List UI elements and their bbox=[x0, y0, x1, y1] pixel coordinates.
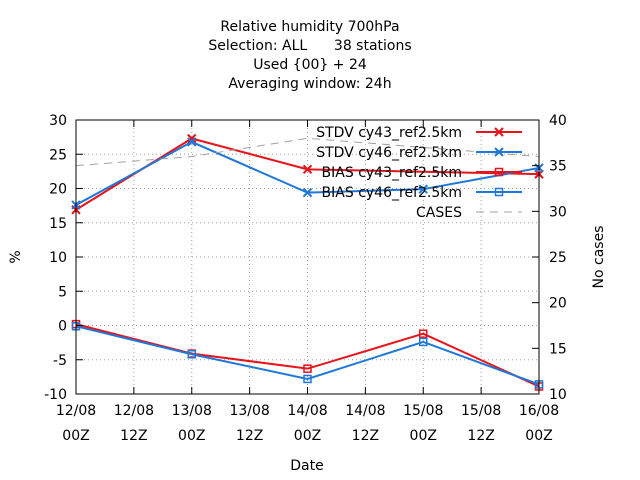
x-tick-label-hour: 00Z bbox=[410, 428, 437, 444]
y2-axis-label: No cases bbox=[591, 226, 607, 289]
y-tick-label: 25 bbox=[49, 147, 67, 163]
y-tick-label: -5 bbox=[53, 353, 67, 369]
y-tick-label: 5 bbox=[58, 284, 67, 300]
x-tick-label-date: 14/08 bbox=[287, 403, 327, 419]
x-tick-label-date: 15/08 bbox=[403, 403, 443, 419]
legend-label: BIAS cy46_ref2.5km bbox=[322, 185, 462, 201]
title-line-3: Used {00} + 24 bbox=[253, 57, 367, 73]
data-point bbox=[302, 187, 313, 198]
data-point bbox=[187, 137, 197, 147]
series-line-3 bbox=[75, 325, 540, 386]
x-tick-label-date: 13/08 bbox=[229, 403, 269, 419]
x-tick-label-hour: 12Z bbox=[236, 428, 263, 444]
axes: -10 -5 0 5 10 15 20 25 30 10 15 20 25 30 35 40 12/08 00Z 1… bbox=[44, 113, 567, 444]
y-tick-label: 20 bbox=[49, 182, 67, 198]
y2-tick-label: 40 bbox=[549, 113, 567, 129]
y-tick-label: 15 bbox=[49, 216, 67, 232]
data-point bbox=[419, 337, 428, 347]
x-tick-label-date: 12/08 bbox=[56, 403, 96, 419]
x-tick-label-hour: 12Z bbox=[467, 428, 494, 444]
y2-tick-label: 10 bbox=[549, 387, 567, 403]
title-line-2: Selection: ALL 38 stations bbox=[208, 38, 412, 54]
y2-tick-label: 15 bbox=[549, 341, 567, 357]
x-tick-label-date: 12/08 bbox=[114, 403, 154, 419]
x-tick-label-hour: 00Z bbox=[294, 428, 321, 444]
chart-title: Relative humidity 700hPa Selection: ALL … bbox=[0, 18, 620, 94]
data-point bbox=[418, 184, 428, 194]
series-line-4 bbox=[75, 137, 540, 167]
series-layer bbox=[71, 133, 544, 391]
y-tick-label: -10 bbox=[44, 387, 67, 403]
data-point bbox=[303, 364, 312, 373]
y2-tick-label: 35 bbox=[549, 159, 567, 175]
legend-marker bbox=[494, 147, 504, 157]
legend-marker bbox=[494, 127, 504, 137]
y-axis-label: % bbox=[8, 250, 24, 263]
x-tick-label-date: 16/08 bbox=[519, 403, 559, 419]
y-tick-label: 0 bbox=[58, 319, 67, 335]
data-point bbox=[419, 329, 428, 338]
grid bbox=[76, 120, 539, 394]
legend-label: STDV cy46_ref2.5km bbox=[316, 145, 462, 161]
data-point bbox=[303, 374, 312, 384]
title-line-1: Relative humidity 700hPa bbox=[220, 19, 400, 35]
y2-tick-label: 20 bbox=[549, 296, 567, 312]
series-line-0 bbox=[75, 137, 540, 211]
x-tick-label-hour: 12Z bbox=[352, 428, 379, 444]
legend-label: STDV cy43_ref2.5km bbox=[316, 125, 462, 141]
x-tick-label-hour: 00Z bbox=[62, 428, 89, 444]
data-point bbox=[187, 350, 196, 359]
y2-tick-label: 25 bbox=[549, 250, 567, 266]
legend-label: CASES bbox=[416, 205, 462, 221]
title-line-4: Averaging window: 24h bbox=[228, 76, 392, 92]
data-point bbox=[187, 133, 197, 144]
x-tick-label-date: 15/08 bbox=[461, 403, 501, 419]
legend-label: BIAS cy43_ref2.5km bbox=[322, 165, 462, 181]
x-tick-label-hour: 00Z bbox=[178, 428, 205, 444]
legend-marker bbox=[494, 167, 504, 177]
x-tick-label-date: 14/08 bbox=[345, 403, 385, 419]
x-axis-label: Date bbox=[290, 458, 323, 474]
series-line-2 bbox=[75, 323, 540, 388]
y-tick-label: 10 bbox=[49, 250, 67, 266]
x-tick-label-date: 13/08 bbox=[172, 403, 212, 419]
legend: STDV cy43_ref2.5km STDV cy46_ref2.5km BIAS… bbox=[316, 125, 522, 221]
y-tick-label: 30 bbox=[49, 113, 67, 129]
y2-tick-label: 30 bbox=[549, 204, 567, 220]
x-tick-label-hour: 00Z bbox=[525, 428, 552, 444]
x-tick-label-hour: 12Z bbox=[120, 428, 147, 444]
legend-marker bbox=[494, 187, 504, 197]
data-point bbox=[302, 164, 313, 175]
